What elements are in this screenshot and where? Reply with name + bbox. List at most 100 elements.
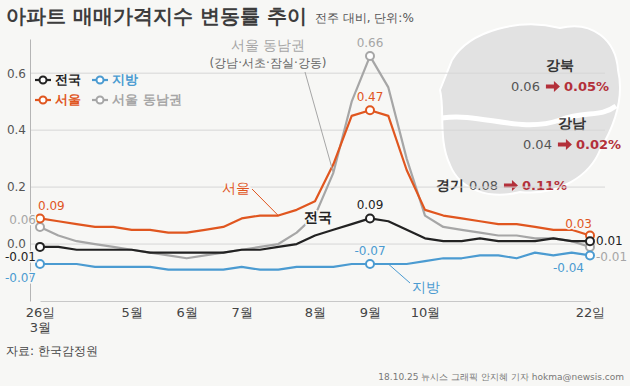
arrow-icon: [504, 180, 518, 191]
inset-region: 강북: [546, 57, 574, 73]
arrow-icon: [558, 139, 572, 150]
x-tick-label: 6월: [177, 305, 198, 320]
x-tick-label-line: 7월: [232, 305, 253, 320]
background: [0, 0, 630, 386]
leader-line: [252, 189, 278, 216]
x-tick: 5월: [122, 301, 143, 320]
data-label: 0.09: [38, 199, 65, 213]
grid-line: [30, 244, 605, 245]
source: 자료: 한국감정원: [6, 344, 98, 358]
series-line: [40, 253, 590, 270]
credit: 18.10.25 뉴시스 그래픽 안지혜 기자 hokma@newsis.com: [378, 372, 624, 382]
series-labels: 전국지방서울서울 동남권(강남·서초·잠실·강동): [210, 37, 440, 295]
y-tick: 0.2: [7, 180, 30, 194]
data-label: -0.01: [5, 250, 36, 264]
inset-row: 0.06 0.05%: [511, 79, 609, 94]
x-tick: 8월: [305, 301, 326, 320]
point-marker: [36, 243, 44, 251]
legend-label: 전국: [55, 72, 81, 87]
point-marker: [36, 223, 44, 231]
data-label: -0.07: [5, 271, 36, 285]
arrow-icon: [546, 81, 560, 92]
inset-to: 0.02%: [576, 137, 621, 152]
y-tick-label: 0.4: [7, 123, 26, 137]
grid-line: [30, 130, 605, 131]
legend-label: 지방: [112, 72, 138, 87]
x-axis: 26일3월 5월 6월 7월 8월 9월 10월 22일: [26, 301, 606, 335]
data-label: 0.66: [357, 36, 384, 50]
x-axis-line: [41, 301, 591, 302]
annotation: (강남·서초·잠실·강동): [210, 56, 327, 70]
grid: [30, 73, 605, 244]
data-label: 0.09: [357, 198, 384, 212]
point-marker: [366, 260, 374, 268]
series-label: 전국: [304, 209, 332, 225]
inset-to: 0.11%: [522, 178, 567, 193]
point-marker: [586, 251, 594, 259]
data-label: 0.06: [9, 213, 36, 227]
inset-from: 0.06: [511, 79, 540, 94]
x-tick-label-line: 10월: [411, 305, 441, 320]
x-tick-label-line: 8월: [305, 305, 326, 320]
point-marker: [366, 214, 374, 222]
legend-item: 전국: [35, 72, 81, 87]
point-marker: [36, 260, 44, 268]
legend-swatch-marker: [40, 77, 47, 84]
inset-from: 0.04: [523, 137, 552, 152]
legend-swatch-marker: [97, 77, 104, 84]
series-label: 지방: [412, 279, 440, 295]
x-tick-label: 22일: [576, 305, 606, 320]
series-line: [40, 110, 590, 235]
y-tick-label: 0.6: [7, 67, 26, 81]
point-marker: [586, 237, 594, 245]
leader-line: [388, 264, 410, 283]
data-label: -0.01: [596, 250, 627, 264]
legend-swatch-marker: [97, 97, 104, 104]
legend-label: 서울: [55, 92, 81, 107]
map-shape: [440, 25, 620, 195]
inset-row: 경기 0.08 0.11%: [436, 177, 567, 193]
x-tick: 9월: [360, 301, 381, 320]
map-river: [442, 106, 616, 125]
y-tick: 0.6: [7, 67, 30, 81]
x-tick: 26일3월: [26, 301, 56, 335]
x-tick-label-line: 26일: [26, 305, 56, 320]
plot-area: [36, 52, 594, 270]
x-tick-label: 5월: [122, 305, 143, 320]
inset-from: 0.08: [469, 178, 498, 193]
legend-item: 서울 동남권: [92, 92, 182, 107]
x-tick-label-line: 5월: [122, 305, 143, 320]
y-tick-label: 0.2: [7, 180, 26, 194]
x-tick-label: 26일3월: [26, 305, 56, 335]
x-tick: 22일: [576, 301, 606, 320]
inset-region: 경기: [436, 177, 464, 193]
legend-item: 서울: [35, 92, 81, 107]
point-marker: [366, 52, 374, 60]
x-tick-label: 10월: [411, 305, 441, 320]
title: 아파트 매매가격지수 변동률 추이: [6, 4, 307, 28]
data-label: 0.47: [357, 90, 384, 104]
x-tick-label: 9월: [360, 305, 381, 320]
x-tick: 7월: [232, 301, 253, 320]
point-marker: [366, 106, 374, 114]
x-tick-label-line: 9월: [360, 305, 381, 320]
x-tick: 10월: [411, 301, 441, 320]
series-line: [40, 56, 590, 258]
inset-map: 강북 0.06 0.05% 강남 0.04 0.02% 경기 0.08 0.11%: [436, 25, 621, 195]
leader-line: [305, 72, 333, 173]
data-labels: -0.010.090.01-0.07-0.07-0.040.090.470.03…: [5, 36, 627, 285]
data-label: -0.04: [553, 261, 584, 275]
y-tick: 0.4: [7, 123, 30, 137]
x-tick-label-line: 6월: [177, 305, 198, 320]
legend-label: 서울 동남권: [112, 92, 182, 107]
chart-root: 강북0.060.05%강남0.040.02%경기0.080.11%0.00.20…: [0, 0, 630, 386]
point-marker: [36, 214, 44, 222]
data-label: 0.03: [565, 217, 592, 231]
inset-region: 강남: [558, 115, 586, 131]
subtitle: 전주 대비, 단위:%: [315, 11, 414, 25]
legend-item: 지방: [92, 72, 138, 87]
legend-swatch-marker: [40, 97, 47, 104]
data-label: 0.01: [596, 234, 623, 248]
inset-to: 0.05%: [564, 79, 609, 94]
x-tick-label-line: 22일: [576, 305, 606, 320]
